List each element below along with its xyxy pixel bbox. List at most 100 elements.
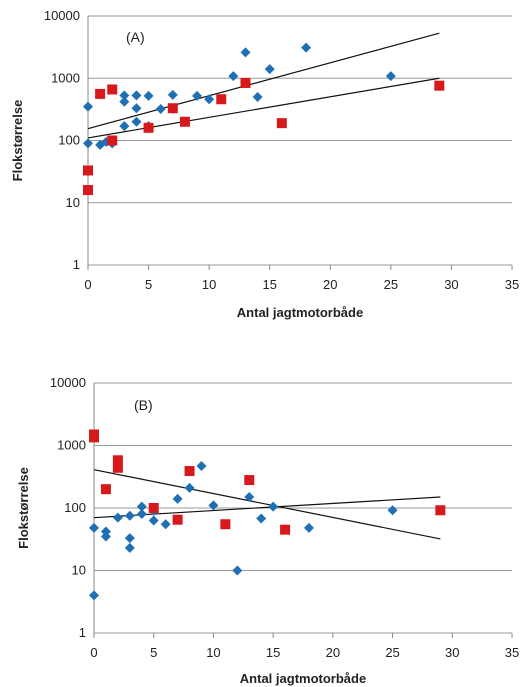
data-point-diamond: [83, 101, 93, 112]
data-point-square: [83, 165, 93, 176]
data-point-diamond: [244, 491, 255, 502]
data-point-square: [220, 519, 231, 530]
y-tick-label: 1: [73, 257, 80, 272]
data-point-square: [100, 484, 111, 495]
data-point-square: [95, 88, 106, 99]
data-point-diamond: [136, 509, 147, 520]
y-tick-label: 100: [58, 133, 80, 148]
data-point-diamond: [303, 522, 314, 533]
data-point-diamond: [124, 533, 135, 544]
data-point-square: [172, 514, 183, 525]
data-point-diamond: [160, 519, 171, 530]
data-point-diamond: [192, 90, 203, 101]
data-point-diamond: [119, 96, 130, 107]
x-tick-label: 10: [202, 277, 216, 292]
data-point-diamond: [184, 482, 195, 493]
x-axis-title: Antal jagtmotorbåde: [237, 305, 363, 320]
data-point-diamond: [228, 71, 239, 82]
y-tick-label: 1000: [57, 438, 86, 453]
y-axis-title: Flokstørrelse: [16, 467, 31, 549]
data-point-square: [83, 185, 93, 196]
data-point-square: [435, 505, 446, 516]
x-tick-label: 0: [84, 277, 91, 292]
data-point-diamond: [131, 116, 142, 127]
data-point-square: [240, 77, 251, 88]
y-tick-label: 10000: [44, 8, 80, 23]
y-tick-label: 10: [72, 563, 86, 578]
data-point-square: [434, 80, 445, 91]
data-point-diamond: [119, 90, 130, 101]
trendline: [87, 32, 440, 130]
x-tick-label: 5: [150, 645, 157, 660]
data-point-diamond: [89, 590, 99, 601]
data-point-diamond: [232, 565, 243, 576]
data-point-diamond: [83, 138, 93, 149]
data-point-square: [280, 524, 291, 535]
x-tick-label: 15: [262, 277, 276, 292]
y-tick-label: 10000: [50, 375, 86, 390]
data-point-diamond: [148, 515, 159, 526]
y-tick-label: 100: [64, 500, 86, 515]
data-point-diamond: [387, 505, 398, 516]
data-point-diamond: [136, 501, 147, 512]
data-point-diamond: [252, 91, 263, 102]
data-point-diamond: [89, 522, 99, 533]
data-point-diamond: [256, 513, 267, 524]
x-tick-label: 0: [90, 645, 97, 660]
data-point-square: [112, 462, 123, 473]
data-point-square: [184, 466, 195, 477]
trendline: [93, 469, 441, 540]
data-point-diamond: [131, 90, 142, 101]
data-point-diamond: [172, 493, 183, 504]
x-tick-label: 30: [444, 277, 458, 292]
data-point-diamond: [204, 94, 215, 105]
y-tick-label: 1: [79, 625, 86, 640]
data-point-square: [276, 118, 287, 129]
data-point-diamond: [124, 542, 135, 553]
x-tick-label: 35: [505, 277, 519, 292]
x-tick-label: 35: [505, 645, 519, 660]
data-point-diamond: [124, 510, 135, 521]
x-tick-label: 25: [384, 277, 398, 292]
x-tick-label: 5: [145, 277, 152, 292]
data-point-diamond: [100, 531, 111, 542]
y-tick-label: 10: [66, 195, 80, 210]
chart-panel-0: 1 10 100 1000 10000 0 5 10 15 20 25 30 35 Antal jagtm…: [10, 8, 519, 320]
data-point-square: [143, 122, 154, 133]
data-point-square: [148, 503, 159, 513]
data-point-diamond: [264, 64, 275, 75]
x-axis-title: Antal jagtmotorbåde: [240, 671, 366, 686]
y-tick-label: 1000: [51, 70, 80, 85]
x-tick-label: 25: [385, 645, 399, 660]
data-point-square: [244, 475, 255, 486]
data-point-diamond: [119, 121, 130, 132]
data-point-diamond: [143, 90, 154, 101]
x-tick-label: 20: [323, 277, 337, 292]
data-point-diamond: [208, 500, 219, 511]
data-point-diamond: [240, 47, 251, 58]
data-point-square: [167, 103, 178, 114]
x-tick-label: 20: [326, 645, 340, 660]
x-tick-label: 10: [206, 645, 220, 660]
data-point-diamond: [268, 501, 279, 512]
data-point-square: [107, 135, 118, 146]
data-point-diamond: [131, 103, 142, 114]
data-point-diamond: [196, 460, 207, 471]
data-point-diamond: [155, 104, 166, 115]
data-point-diamond: [301, 42, 312, 53]
data-point-diamond: [167, 89, 178, 100]
trendline: [93, 496, 441, 519]
data-point-diamond: [112, 512, 123, 523]
data-point-diamond: [385, 71, 396, 82]
panel-label: (B): [134, 397, 153, 413]
y-axis-title: Flokstørrelse: [10, 100, 25, 182]
data-point-square: [89, 432, 99, 443]
data-point-square: [107, 84, 118, 95]
x-tick-label: 30: [445, 645, 459, 660]
x-tick-label: 15: [266, 645, 280, 660]
data-point-square: [216, 94, 227, 105]
chart-panel-1: 1 10 100 1000 10000 0 5 10 15 20 25 30 35 Antal jagtm…: [16, 375, 519, 686]
data-point-square: [112, 455, 123, 466]
